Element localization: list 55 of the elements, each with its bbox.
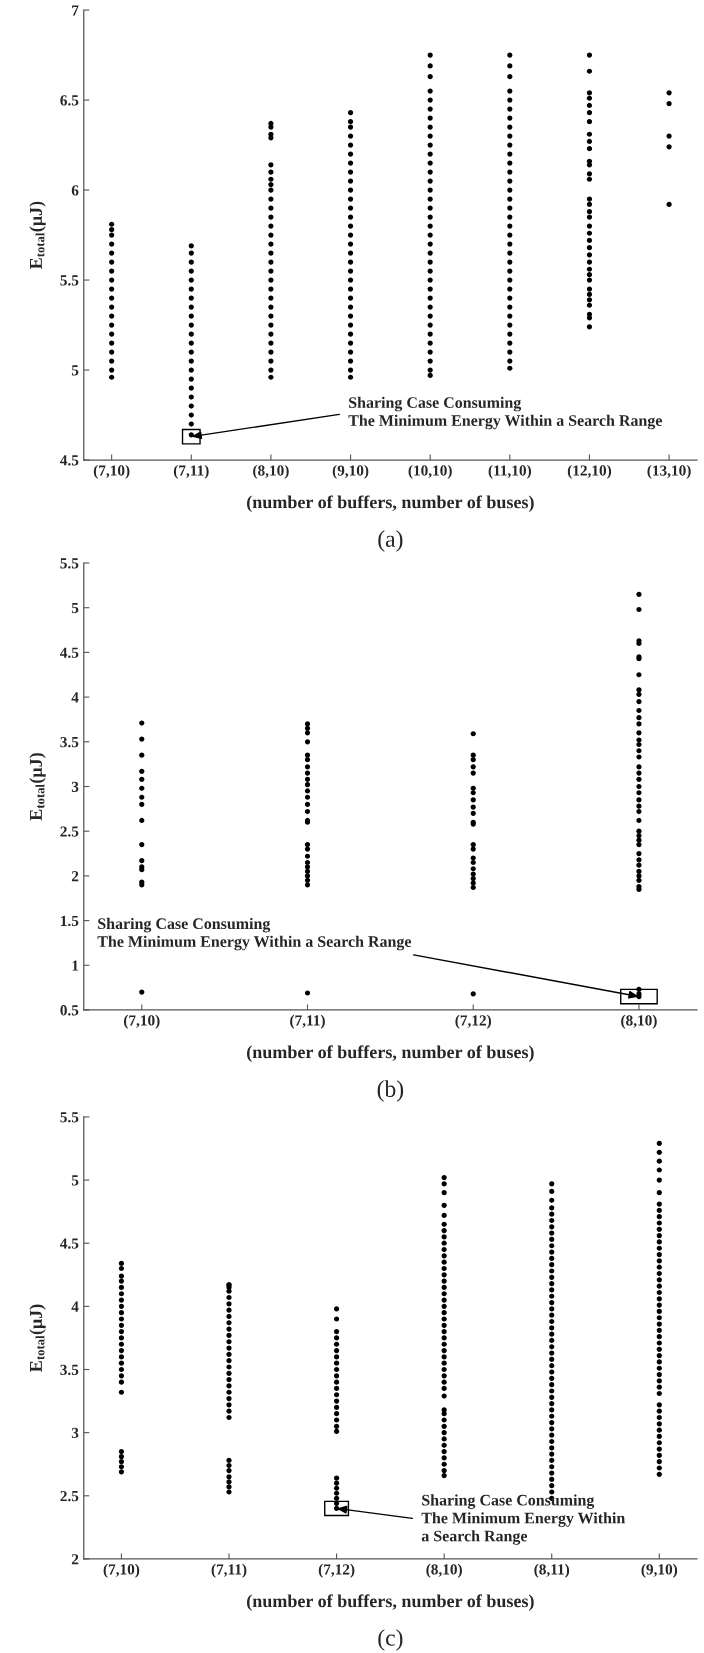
y-axis-title: E$_{total}$(μJ) <box>29 753 46 821</box>
y-tick-label: 1.5 <box>61 915 79 927</box>
y-tick-label: 5.5 <box>60 1112 79 1123</box>
x-tick-label: (7,12) <box>455 1014 492 1029</box>
x-tick-label: (8,10) <box>426 1563 462 1578</box>
y-tick-label: 2 <box>71 871 79 882</box>
y-tick-label: 3.5 <box>60 1364 79 1376</box>
y-tick-label: 2.5 <box>60 826 79 837</box>
text: (a) <box>378 530 403 552</box>
x-tick-label: (13,10) <box>647 464 691 479</box>
x-tick-label: (7,11) <box>211 1563 247 1578</box>
annotation: Sharing Case Consuming The Minimum Energy Within a Search Range <box>97 917 412 951</box>
y-tick-label: 1 <box>72 960 79 971</box>
x-tick-label: (8,10) <box>253 464 289 479</box>
y-tick-label: 2 <box>71 1554 79 1565</box>
x-tick-label: (7,10) <box>103 1563 140 1578</box>
y-tick-label: 3 <box>71 781 79 792</box>
x-axis-title: (number of buffers, number of buses) <box>247 1045 534 1062</box>
x-tick-label: (12,10) <box>567 464 612 479</box>
x-axis-title: (number of buffers, number of buses) <box>247 1594 534 1611</box>
y-tick-label: 5 <box>71 603 79 614</box>
x-tick-label: (7,11) <box>290 1014 325 1029</box>
x-axis-title: (number of buffers, number of buses) <box>247 495 534 512</box>
x-tick-label: (7,11) <box>173 464 209 479</box>
x-tick-label: (7,10) <box>93 464 130 479</box>
y-tick-label: 4.5 <box>60 647 79 658</box>
y-tick-label: 4.5 <box>60 455 79 466</box>
y-tick-label: 4 <box>71 1301 79 1312</box>
x-tick-label: (7,10) <box>124 1014 160 1029</box>
text: (c) <box>378 1629 403 1651</box>
y-tick-label: 2.5 <box>60 1490 79 1502</box>
y-tick-label: 5.5 <box>60 558 79 569</box>
x-tick-label: (7,12) <box>318 1563 355 1578</box>
y-tick-label: 5.5 <box>60 275 79 286</box>
y-tick-label: 6.5 <box>60 95 79 106</box>
annotation: Sharing Case Consuming The Minimum Energy Within a Search Range <box>348 396 662 430</box>
annotation: Sharing Case Consuming The Minimum Energy Within a Search Range <box>421 1494 626 1545</box>
x-tick-label: (11,10) <box>488 464 531 479</box>
x-tick-label: (8,11) <box>534 1563 570 1578</box>
y-tick-label: 5 <box>71 365 79 376</box>
x-tick-label: (8,10) <box>621 1014 657 1029</box>
y-tick-label: 0.5 <box>60 1005 79 1016</box>
x-tick-label: (9,10) <box>641 1563 678 1578</box>
y-tick-label: 3 <box>71 1427 79 1439</box>
y-tick-label: 7 <box>72 5 79 16</box>
y-tick-label: 6 <box>71 185 79 196</box>
y-tick-label: 4 <box>71 692 79 703</box>
text: (b) <box>377 1080 404 1102</box>
y-tick-label: 4.5 <box>60 1238 79 1249</box>
x-tick-label: (9,10) <box>332 464 369 479</box>
x-tick-label: (10,10) <box>408 464 452 479</box>
y-tick-label: 5 <box>71 1175 79 1186</box>
y-axis-title: E$_{total}$(μJ) <box>29 1304 46 1372</box>
y-axis-title: E$_{total}$(μJ) <box>29 201 46 270</box>
y-tick-label: 3.5 <box>60 736 79 748</box>
